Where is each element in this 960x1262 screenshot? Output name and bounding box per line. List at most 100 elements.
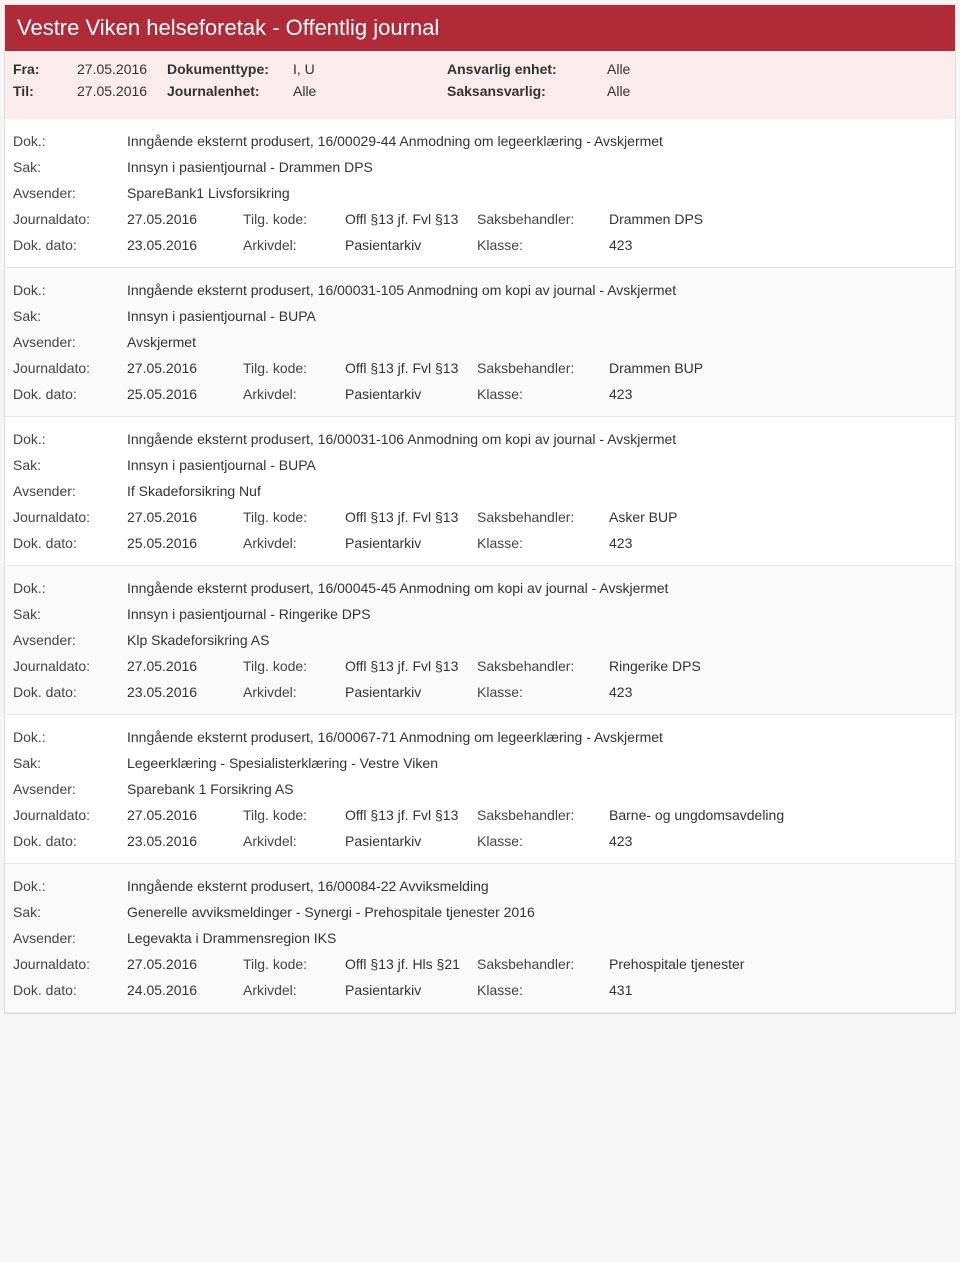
arkivdel-label: Arkivdel: [243, 535, 345, 551]
filter-row-2: Til: 27.05.2016 Journalenhet: Alle Saksa… [13, 83, 947, 99]
journal-entry: Dok.: Inngående eksternt produsert, 16/0… [5, 864, 955, 1013]
journal-entry: Dok.: Inngående eksternt produsert, 16/0… [5, 268, 955, 417]
page-title-bar: Vestre Viken helseforetak - Offentlig jo… [5, 5, 955, 51]
sak-value: Innsyn i pasientjournal - Drammen DPS [127, 159, 947, 175]
dok-value: Inngående eksternt produsert, 16/00084-2… [127, 878, 947, 894]
klasse-value: 423 [609, 237, 947, 253]
journaldato-value: 27.05.2016 [127, 509, 243, 525]
journal-entry: Dok.: Inngående eksternt produsert, 16/0… [5, 566, 955, 715]
journaldato-label: Journaldato: [13, 956, 127, 972]
journalenhet-value: Alle [293, 83, 447, 99]
dokdato-label: Dok. dato: [13, 386, 127, 402]
sak-value: Generelle avviksmeldinger - Synergi - Pr… [127, 904, 947, 920]
klasse-label: Klasse: [477, 237, 609, 253]
saks-label: Saksansvarlig: [447, 83, 607, 99]
dok-value: Inngående eksternt produsert, 16/00029-4… [127, 133, 947, 149]
filter-panel: Fra: 27.05.2016 Dokumenttype: I, U Ansva… [5, 51, 955, 119]
arkivdel-value: Pasientarkiv [345, 386, 477, 402]
dokdato-label: Dok. dato: [13, 833, 127, 849]
til-label: Til: [13, 83, 77, 99]
klasse-label: Klasse: [477, 982, 609, 998]
klasse-value: 423 [609, 833, 947, 849]
saksbehandler-label: Saksbehandler: [477, 211, 609, 227]
tilgkode-label: Tilg. kode: [243, 658, 345, 674]
arkivdel-label: Arkivdel: [243, 237, 345, 253]
dokdato-label: Dok. dato: [13, 237, 127, 253]
dok-value: Inngående eksternt produsert, 16/00031-1… [127, 282, 947, 298]
journaldato-value: 27.05.2016 [127, 658, 243, 674]
journaldato-label: Journaldato: [13, 360, 127, 376]
dok-value: Inngående eksternt produsert, 16/00031-1… [127, 431, 947, 447]
dokumenttype-label: Dokumenttype: [167, 61, 293, 77]
dokdato-value: 23.05.2016 [127, 237, 243, 253]
sak-label: Sak: [13, 606, 127, 622]
avsender-value: Sparebank 1 Forsikring AS [127, 781, 947, 797]
dokdato-value: 23.05.2016 [127, 684, 243, 700]
saksbehandler-value: Asker BUP [609, 509, 947, 525]
dok-label: Dok.: [13, 431, 127, 447]
til-value: 27.05.2016 [77, 83, 167, 99]
dok-value: Inngående eksternt produsert, 16/00067-7… [127, 729, 947, 745]
dokdato-label: Dok. dato: [13, 982, 127, 998]
journal-entry: Dok.: Inngående eksternt produsert, 16/0… [5, 417, 955, 566]
dok-label: Dok.: [13, 282, 127, 298]
saksbehandler-value: Ringerike DPS [609, 658, 947, 674]
journal-entry: Dok.: Inngående eksternt produsert, 16/0… [5, 119, 955, 268]
saksbehandler-label: Saksbehandler: [477, 807, 609, 823]
sak-label: Sak: [13, 904, 127, 920]
page-title: Vestre Viken helseforetak - Offentlig jo… [17, 15, 439, 40]
dok-label: Dok.: [13, 878, 127, 894]
avsender-value: Legevakta i Drammensregion IKS [127, 930, 947, 946]
journaldato-value: 27.05.2016 [127, 807, 243, 823]
arkivdel-label: Arkivdel: [243, 833, 345, 849]
arkivdel-label: Arkivdel: [243, 684, 345, 700]
klasse-label: Klasse: [477, 535, 609, 551]
dokdato-label: Dok. dato: [13, 684, 127, 700]
tilgkode-value: Offl §13 jf. Fvl §13 [345, 807, 477, 823]
avsender-value: If Skadeforsikring Nuf [127, 483, 947, 499]
journaldato-value: 27.05.2016 [127, 360, 243, 376]
dok-label: Dok.: [13, 580, 127, 596]
sak-label: Sak: [13, 755, 127, 771]
saksbehandler-label: Saksbehandler: [477, 509, 609, 525]
klasse-label: Klasse: [477, 684, 609, 700]
ansvarlig-value: Alle [607, 61, 630, 77]
klasse-value: 431 [609, 982, 947, 998]
sak-label: Sak: [13, 159, 127, 175]
journaldato-value: 27.05.2016 [127, 211, 243, 227]
saks-value: Alle [607, 83, 630, 99]
saksbehandler-value: Barne- og ungdomsavdeling [609, 807, 947, 823]
tilgkode-label: Tilg. kode: [243, 956, 345, 972]
tilgkode-value: Offl §13 jf. Fvl §13 [345, 211, 477, 227]
tilgkode-value: Offl §13 jf. Fvl §13 [345, 360, 477, 376]
fra-value: 27.05.2016 [77, 61, 167, 77]
klasse-value: 423 [609, 535, 947, 551]
dok-label: Dok.: [13, 729, 127, 745]
avsender-value: Klp Skadeforsikring AS [127, 632, 947, 648]
saksbehandler-label: Saksbehandler: [477, 360, 609, 376]
dokumenttype-value: I, U [293, 61, 447, 77]
filter-row-1: Fra: 27.05.2016 Dokumenttype: I, U Ansva… [13, 61, 947, 77]
journal-entry: Dok.: Inngående eksternt produsert, 16/0… [5, 715, 955, 864]
avsender-label: Avsender: [13, 334, 127, 350]
klasse-value: 423 [609, 386, 947, 402]
arkivdel-value: Pasientarkiv [345, 237, 477, 253]
dok-value: Inngående eksternt produsert, 16/00045-4… [127, 580, 947, 596]
dokdato-value: 25.05.2016 [127, 386, 243, 402]
arkivdel-label: Arkivdel: [243, 386, 345, 402]
sak-value: Innsyn i pasientjournal - BUPA [127, 457, 947, 473]
avsender-value: Avskjermet [127, 334, 947, 350]
journaldato-label: Journaldato: [13, 807, 127, 823]
avsender-value: SpareBank1 Livsforsikring [127, 185, 947, 201]
sak-label: Sak: [13, 457, 127, 473]
ansvarlig-label: Ansvarlig enhet: [447, 61, 607, 77]
sak-label: Sak: [13, 308, 127, 324]
dok-label: Dok.: [13, 133, 127, 149]
dokdato-value: 23.05.2016 [127, 833, 243, 849]
entries-list: Dok.: Inngående eksternt produsert, 16/0… [5, 119, 955, 1013]
saksbehandler-label: Saksbehandler: [477, 658, 609, 674]
arkivdel-label: Arkivdel: [243, 982, 345, 998]
dokdato-value: 25.05.2016 [127, 535, 243, 551]
saksbehandler-value: Prehospitale tjenester [609, 956, 947, 972]
klasse-label: Klasse: [477, 833, 609, 849]
